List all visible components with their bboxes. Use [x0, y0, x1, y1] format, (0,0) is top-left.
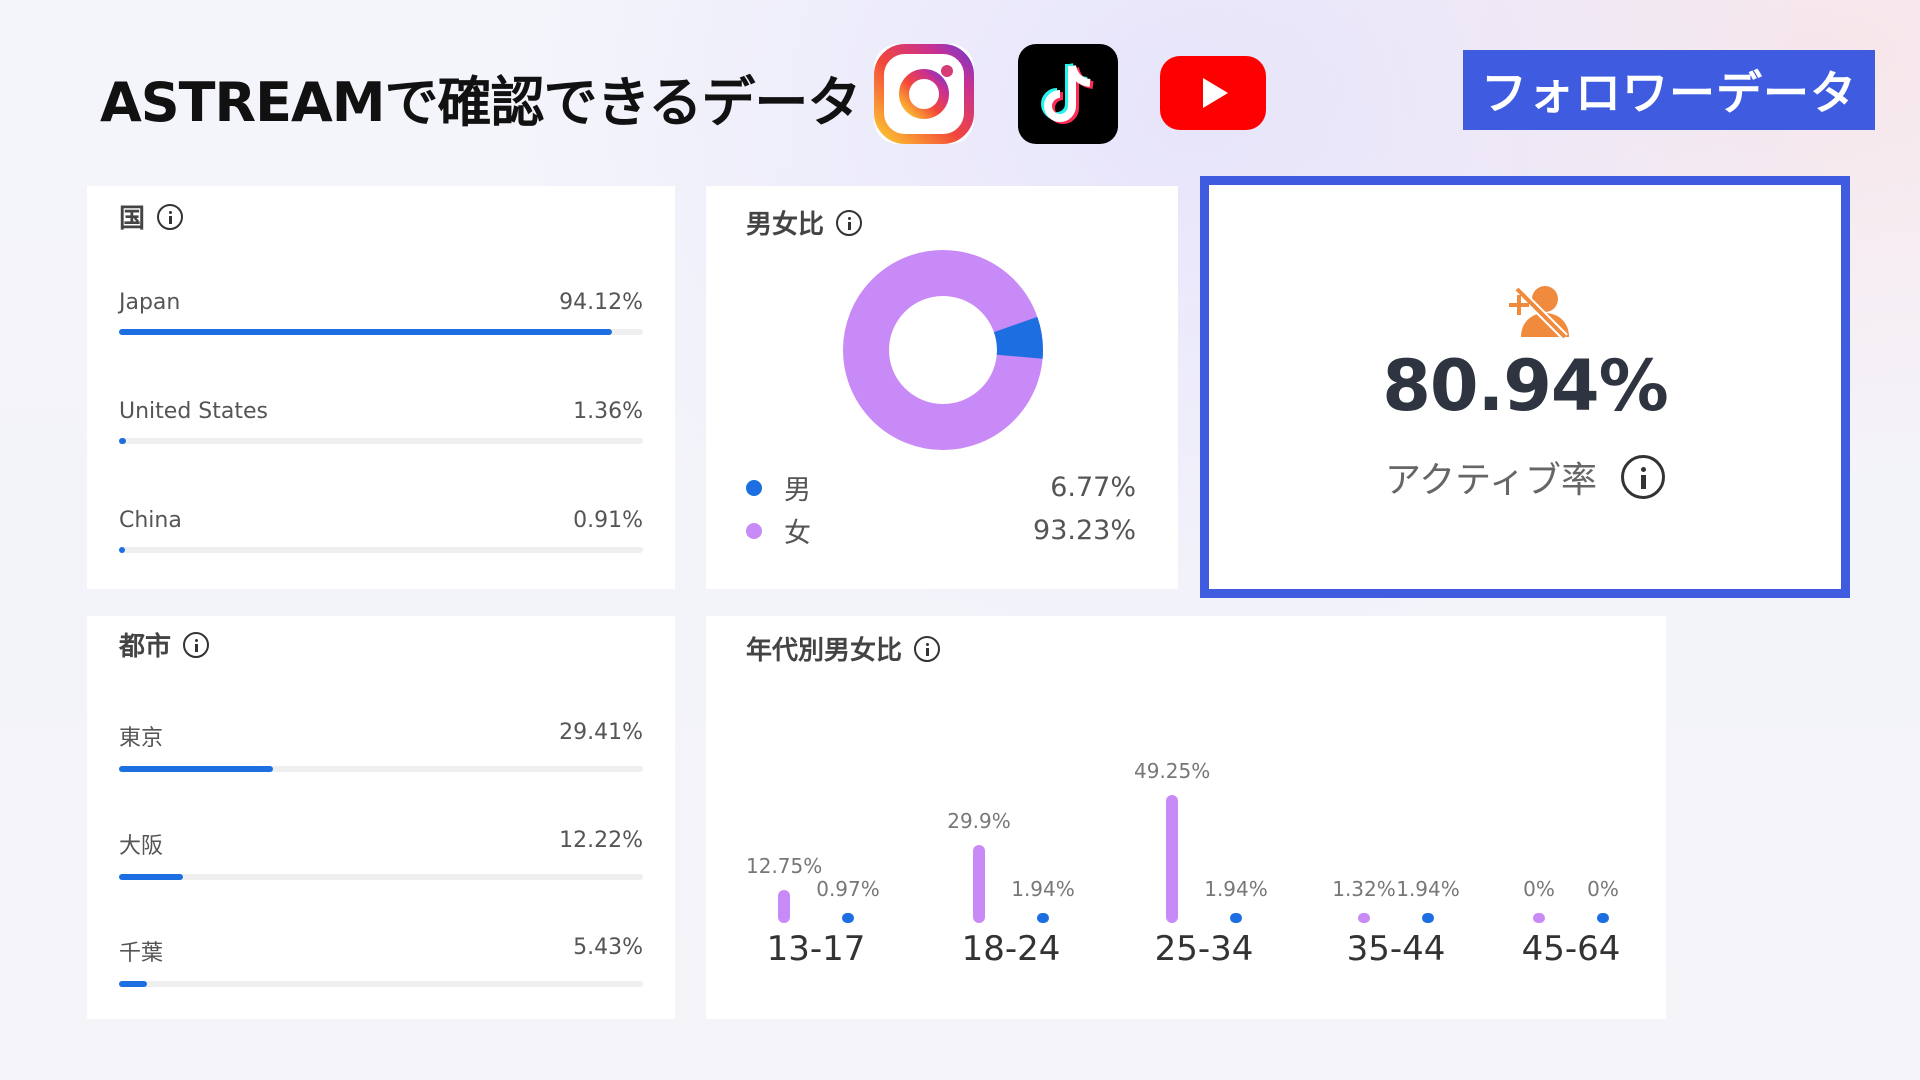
legend-male: 男 6.77%	[746, 468, 1136, 507]
city-row: 東京 29.41%	[119, 720, 643, 772]
country-name: China	[119, 508, 182, 533]
age-title: 年代別男女比	[746, 636, 903, 666]
age-title-wrap: 年代別男女比	[746, 630, 941, 667]
country-row: Japan 94.12%	[119, 290, 643, 335]
progress-fill	[119, 438, 127, 444]
female-dot	[746, 522, 762, 539]
city-value: 12.22%	[559, 828, 643, 853]
progress-fill	[119, 547, 126, 553]
country-value: 0.91%	[573, 508, 643, 533]
age-male-pct: 1.94%	[1011, 877, 1075, 901]
donut-slice-female	[843, 250, 1043, 450]
info-icon[interactable]	[183, 631, 210, 658]
progress-track	[119, 438, 643, 444]
country-value: 1.36%	[573, 399, 643, 424]
age-bar-female	[778, 889, 790, 923]
progress-fill	[119, 329, 613, 335]
city-title: 都市	[119, 632, 172, 662]
country-title-wrap: 国	[119, 198, 184, 235]
progress-track	[119, 329, 643, 335]
age-group-label: 13-17	[766, 929, 866, 969]
country-title: 国	[119, 204, 146, 234]
active-rate-card: 80.94% アクティブ率	[1200, 176, 1850, 598]
age-female-pct: 1.32%	[1332, 877, 1396, 901]
age-female-pct: 0%	[1523, 877, 1555, 901]
city-row: 千葉 5.43%	[119, 935, 643, 987]
gender-title-wrap: 男女比	[746, 204, 863, 241]
legend-female: 女 93.23%	[746, 511, 1136, 550]
info-icon[interactable]	[1621, 455, 1666, 499]
city-card: 都市 東京 29.41% 大阪 12.22% 千葉 5.43%	[87, 616, 675, 1019]
country-row: United States 1.36%	[119, 399, 643, 444]
progress-track	[119, 547, 643, 553]
active-rate-label: アクティブ率	[1384, 460, 1598, 501]
age-bar-male	[842, 913, 854, 923]
city-name: 大阪	[119, 834, 164, 859]
page-title: ASTREAMで確認できるデータ	[100, 71, 861, 134]
progress-fill	[119, 874, 184, 880]
age-male-pct: 0.97%	[816, 877, 880, 901]
country-row: China 0.91%	[119, 508, 643, 553]
age-bar-male	[1230, 913, 1242, 923]
age-group-label: 25-34	[1154, 929, 1254, 969]
donut-slice-male	[843, 250, 1043, 450]
info-icon[interactable]	[157, 203, 184, 230]
active-rate-value: 80.94%	[1382, 345, 1669, 427]
inactive-user-icon	[1509, 286, 1569, 340]
info-icon[interactable]	[836, 209, 863, 236]
progress-track	[119, 766, 643, 772]
country-value: 94.12%	[559, 290, 643, 315]
gender-card: 男女比 男 6.77% 女 93.23%	[706, 186, 1178, 589]
city-name: 東京	[119, 726, 164, 751]
country-name: United States	[119, 399, 268, 424]
age-group-label: 45-64	[1521, 929, 1621, 969]
follower-data-tag: フォロワーデータ	[1463, 50, 1875, 130]
age-male-pct: 1.94%	[1204, 877, 1268, 901]
age-bar-female	[1166, 795, 1178, 923]
country-card: 国 Japan 94.12% United States 1.36% China 0.…	[87, 186, 675, 589]
tiktok-icon[interactable]	[1018, 44, 1118, 144]
age-female-pct: 49.25%	[1134, 759, 1211, 783]
city-row: 大阪 12.22%	[119, 828, 643, 880]
age-gender-card: 年代別男女比 12.75% 0.97% 13-17 29.9% 1.94% 18-24 49…	[706, 616, 1666, 1019]
age-bar-female	[973, 845, 985, 923]
male-dot	[746, 479, 762, 496]
age-bar-male	[1037, 913, 1049, 923]
age-male-pct: 0%	[1587, 877, 1619, 901]
active-rate-label-wrap: アクティブ率	[1209, 451, 1841, 503]
age-group-label: 18-24	[961, 929, 1061, 969]
age-bar-female	[1533, 913, 1545, 923]
city-value: 5.43%	[573, 935, 643, 960]
info-icon[interactable]	[914, 635, 941, 662]
country-name: Japan	[119, 290, 181, 315]
city-title-wrap: 都市	[119, 626, 210, 663]
gender-title: 男女比	[746, 210, 825, 240]
progress-track	[119, 981, 643, 987]
progress-track	[119, 874, 643, 880]
male-value: 6.77%	[1050, 472, 1136, 503]
female-label: 女	[784, 518, 811, 549]
female-value: 93.23%	[1033, 515, 1136, 546]
progress-fill	[119, 981, 148, 987]
age-female-pct: 29.9%	[947, 809, 1011, 834]
age-bar-male	[1422, 913, 1434, 923]
age-female-pct: 12.75%	[746, 853, 823, 878]
age-bar-male	[1597, 913, 1609, 923]
youtube-icon[interactable]	[1160, 56, 1266, 130]
instagram-icon[interactable]	[874, 44, 974, 144]
age-bar-female	[1358, 913, 1370, 923]
gender-donut-chart	[843, 250, 1043, 450]
city-value: 29.41%	[559, 720, 643, 745]
city-name: 千葉	[119, 941, 164, 966]
age-group-label: 35-44	[1346, 929, 1446, 969]
progress-fill	[119, 766, 274, 772]
male-label: 男	[784, 475, 811, 506]
age-male-pct: 1.94%	[1396, 877, 1460, 901]
